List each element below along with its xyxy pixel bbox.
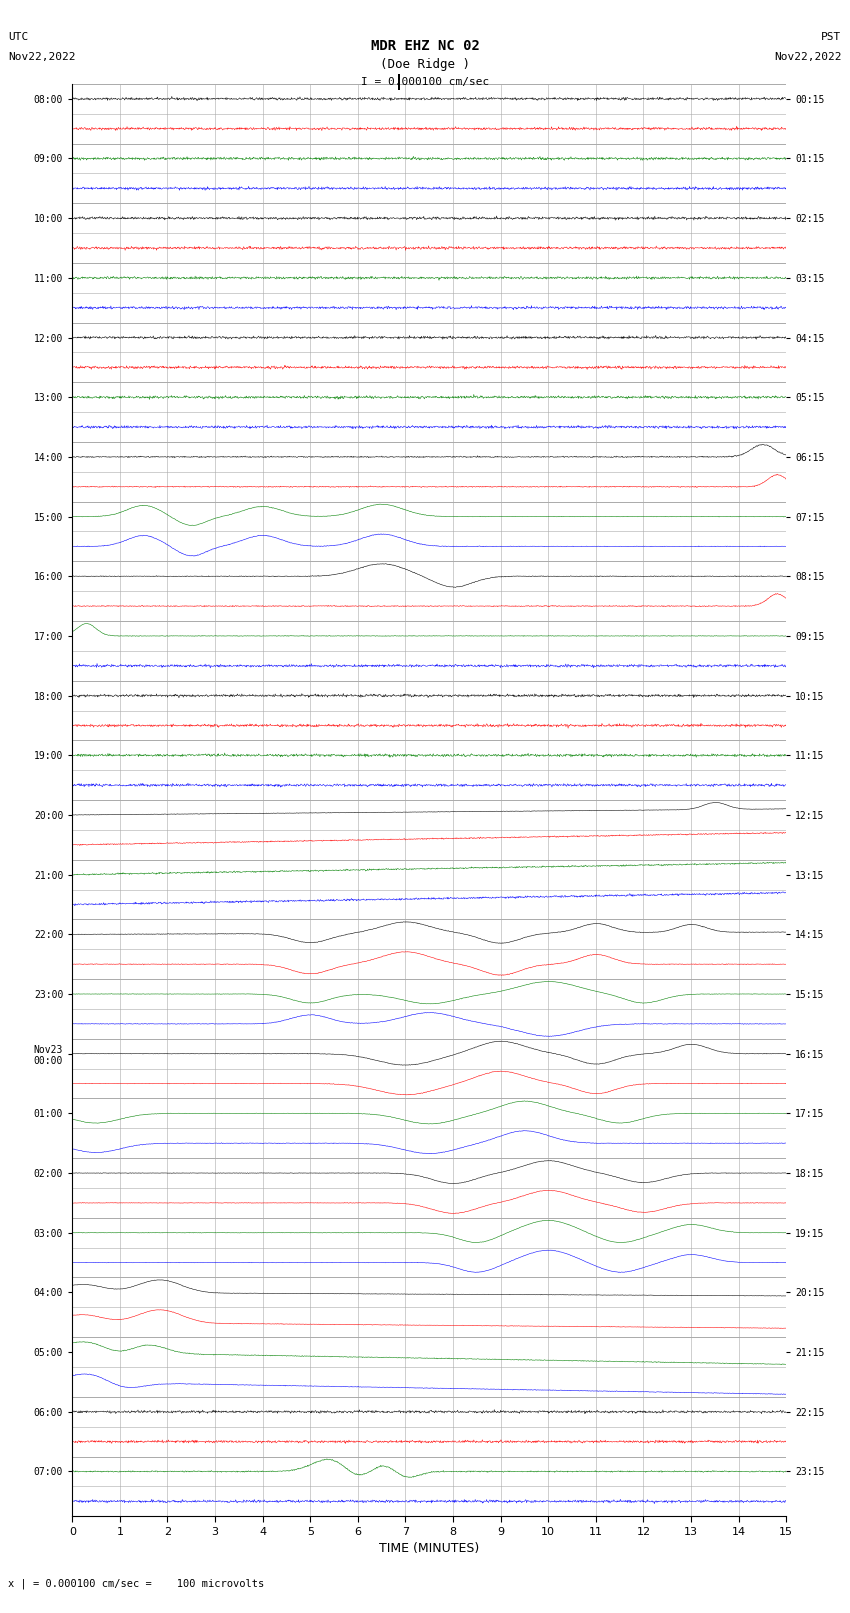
Text: Nov22,2022: Nov22,2022	[774, 52, 842, 61]
Text: (Doe Ridge ): (Doe Ridge )	[380, 58, 470, 71]
Text: PST: PST	[821, 32, 842, 42]
Text: Nov22,2022: Nov22,2022	[8, 52, 76, 61]
Text: I = 0.000100 cm/sec: I = 0.000100 cm/sec	[361, 77, 489, 87]
Text: MDR EHZ NC 02: MDR EHZ NC 02	[371, 39, 479, 53]
Text: UTC: UTC	[8, 32, 29, 42]
Text: x | = 0.000100 cm/sec =    100 microvolts: x | = 0.000100 cm/sec = 100 microvolts	[8, 1578, 264, 1589]
X-axis label: TIME (MINUTES): TIME (MINUTES)	[379, 1542, 479, 1555]
